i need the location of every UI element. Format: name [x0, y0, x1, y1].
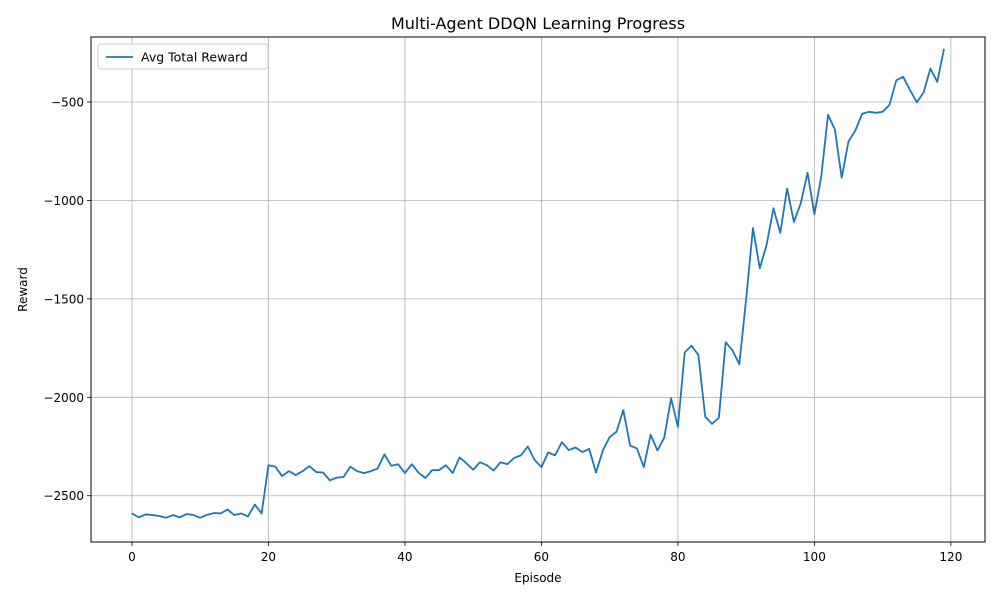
y-axis-label: Reward [16, 267, 30, 312]
legend-label: Avg Total Reward [141, 50, 248, 65]
y-tick-label: −2500 [43, 489, 84, 503]
x-tick-label: 60 [534, 550, 549, 564]
x-tick-label: 100 [803, 550, 826, 564]
x-tick-label: 0 [128, 550, 136, 564]
y-tick-label: −500 [51, 95, 84, 109]
y-tick-label: −1500 [43, 292, 84, 306]
x-tick-label: 120 [939, 550, 962, 564]
axis-ticks: 0 20 40 60 80 100 120 −2500 −2000 −1500 −1000 −500 [43, 95, 962, 564]
plot-frame [90, 36, 986, 543]
grid-lines [91, 37, 985, 542]
legend-box [97, 43, 269, 70]
x-axis-label: Episode [514, 571, 561, 585]
series-line [131, 48, 945, 519]
series-layer [131, 48, 945, 519]
x-tick-label: 20 [261, 550, 276, 564]
chart-title: Multi-Agent DDQN Learning Progress [391, 14, 685, 33]
x-tick-label: 40 [397, 550, 412, 564]
y-tick-label: −2000 [43, 391, 84, 405]
y-tick-label: −1000 [43, 194, 84, 208]
legend: Avg Total Reward [97, 43, 269, 70]
x-tick-label: 80 [670, 550, 685, 564]
